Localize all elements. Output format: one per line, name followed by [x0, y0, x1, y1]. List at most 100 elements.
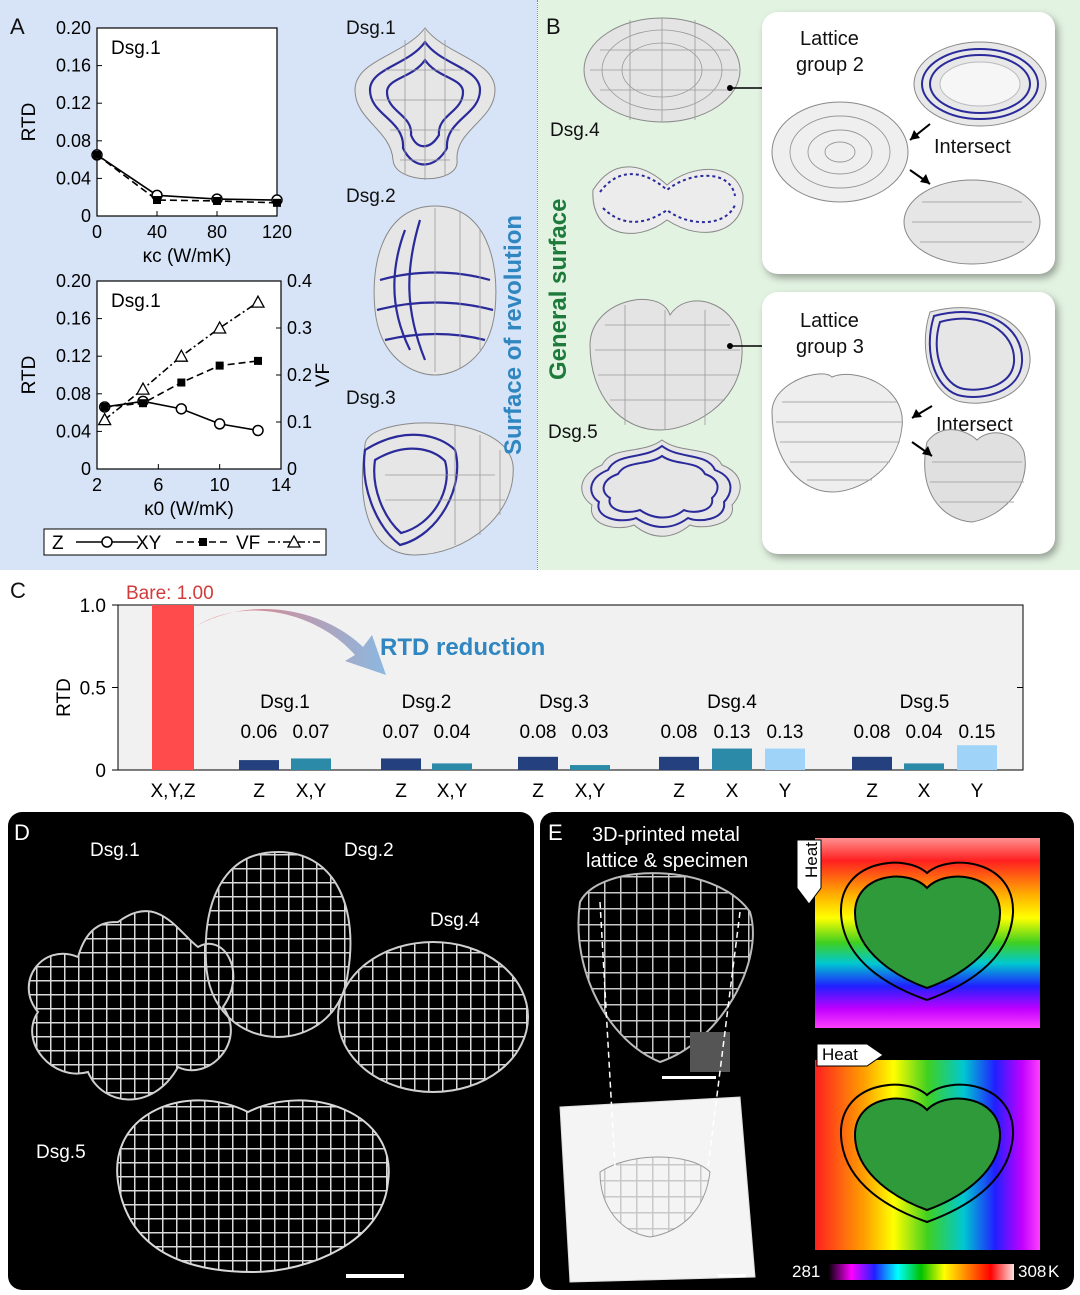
panel-d-label: D — [14, 820, 30, 845]
panel-e-caption-1: 3D-printed metal — [592, 824, 740, 846]
dsg5-flower-illustration — [581, 439, 741, 537]
bar-group-label: Dsg.1 — [260, 692, 310, 713]
bar-group-label: Dsg.4 — [707, 692, 757, 713]
colorbar-rect — [828, 1264, 1014, 1280]
bar-category-label: X,Y — [437, 781, 468, 802]
bar-dsg3-xy — [570, 765, 610, 770]
bar-group-label: Dsg.5 — [900, 692, 950, 713]
bar-dsg5-y — [957, 745, 997, 770]
bar-value-label: 0.08 — [661, 722, 698, 743]
plot-area — [96, 280, 282, 470]
bar-group-label: Dsg.3 — [539, 692, 589, 713]
series-vf-point — [250, 294, 266, 308]
legend-marker-xy — [199, 538, 207, 546]
leader-lines — [727, 85, 768, 349]
panel-b-label: B — [546, 14, 561, 39]
series-xy-line — [96, 154, 278, 204]
y-tick-label: 0.08 — [56, 131, 91, 151]
x-tick-label: 2 — [92, 475, 102, 495]
lattice-group-3-card: Lattice group 3 Intersect — [762, 292, 1055, 554]
bar-value-label: 0.06 — [241, 722, 278, 743]
series-z-point — [175, 403, 188, 415]
thermal-map-z — [815, 838, 1040, 1028]
lattice-group-3-title-1: Lattice — [800, 310, 859, 332]
temperature-colorbar — [828, 1264, 1014, 1280]
x-tick-label: 14 — [271, 475, 291, 495]
heat-arrow-right-icon — [816, 1043, 884, 1067]
y-tick-label: 0.16 — [56, 56, 91, 76]
bar-value-label: 0.08 — [520, 722, 557, 743]
bar-category-label: X,Y — [575, 781, 606, 802]
panel-a-label: A — [10, 14, 25, 39]
y2-tick-label: 0.3 — [287, 318, 312, 338]
lattice-group-2-intersect: Intersect — [934, 136, 1011, 158]
heat-label-horizontal: Heat — [822, 1045, 858, 1064]
y-tick-label: 0.08 — [56, 384, 91, 404]
bar-dsg3-z — [518, 756, 558, 770]
panel-b-design-4: Dsg.4 — [550, 120, 600, 141]
lattice-group-2-illustration — [771, 41, 1047, 265]
bar-dsg1-z — [239, 760, 279, 770]
panel-a-design-2: Dsg.2 — [346, 186, 396, 207]
y-tick-label: 0.16 — [56, 309, 91, 329]
lattice-group-3-title-2: group 3 — [796, 336, 864, 358]
bar-bare-xyz — [152, 605, 194, 770]
dsg1-lattice-illustration — [354, 27, 496, 180]
bar-dsg5-z — [852, 756, 892, 770]
x-tick-label: 120 — [262, 222, 292, 242]
bar-category-label: Y — [779, 781, 792, 802]
y-tick-label: 0.04 — [56, 421, 91, 441]
bar-value-label: 0.15 — [959, 722, 996, 743]
x-tick-label: 0 — [92, 222, 102, 242]
x-tick-label: 6 — [153, 475, 163, 495]
lattice-group-2-card: Lattice group 2 Intersect — [762, 12, 1055, 274]
bar-category-label: Z — [532, 781, 544, 802]
series-xy-point — [273, 198, 281, 207]
y-tick-label: 0.04 — [56, 168, 91, 188]
dsg4-cutaway-illustration — [592, 166, 744, 234]
y-tick-label: 0 — [81, 206, 91, 226]
y2-axis-label: VF — [313, 363, 334, 387]
y-tick-label: 0.12 — [56, 93, 91, 113]
series-xy-point — [215, 361, 224, 370]
panel-e-photo — [559, 872, 756, 1283]
legend-marker-vf — [286, 534, 302, 548]
series-vf-line — [104, 301, 259, 421]
panel-d-design-5: Dsg.5 — [36, 1142, 86, 1163]
legend-marker-z — [101, 536, 113, 548]
y2-tick-label: 0.2 — [287, 365, 312, 385]
x-tick-label: 80 — [207, 222, 227, 242]
panel-a-design-3: Dsg.3 — [346, 388, 396, 409]
colorbar-max: 308 — [1018, 1262, 1047, 1281]
legend-label-z: Z — [52, 533, 64, 554]
y-axis-label: RTD — [19, 356, 40, 395]
panel-d-photo — [27, 850, 529, 1278]
series-vf-point — [212, 320, 227, 334]
y-tick-label: 0 — [81, 459, 91, 479]
rtd-reduction-arrow-icon — [198, 609, 386, 675]
bar-category-label: Z — [395, 781, 407, 802]
legend-label-vf: VF — [236, 533, 260, 554]
chart-a-bottom: 00.040.080.120.160.202 6 10 1400.10.20.30.4… — [19, 271, 334, 556]
thermal-map-xy — [815, 1060, 1040, 1250]
bar-value-label: 0.07 — [383, 722, 420, 743]
y-tick-label: 0.5 — [80, 679, 106, 700]
series-z-point — [252, 424, 264, 437]
bar-category-label: Y — [971, 781, 984, 802]
bar-category-label: X,Y — [296, 781, 327, 802]
chart-a-top: 0 0.04 0.08 0.12 0.16 0.20 0 40 80 120 RTD κc (W/mK… — [19, 18, 292, 267]
bar-category-label: X,Y,Z — [150, 781, 195, 802]
bar-plot-area — [117, 604, 1024, 771]
bar-category-label: X — [726, 781, 739, 802]
panel-d-design-1: Dsg.1 — [90, 840, 140, 861]
bar-value-label: 0.13 — [714, 722, 751, 743]
series-xy-point — [93, 150, 101, 159]
bar-category-label: Z — [866, 781, 878, 802]
bar-value-label: 0.04 — [906, 722, 943, 743]
annotation-dsg1: Dsg.1 — [111, 38, 161, 59]
bar-group-label: Dsg.2 — [402, 692, 452, 713]
bar-value-label: 0.04 — [434, 722, 471, 743]
bar-dsg2-xy — [432, 763, 472, 770]
heat-label-vertical: Heat — [802, 842, 821, 878]
series-z-line — [96, 154, 278, 201]
